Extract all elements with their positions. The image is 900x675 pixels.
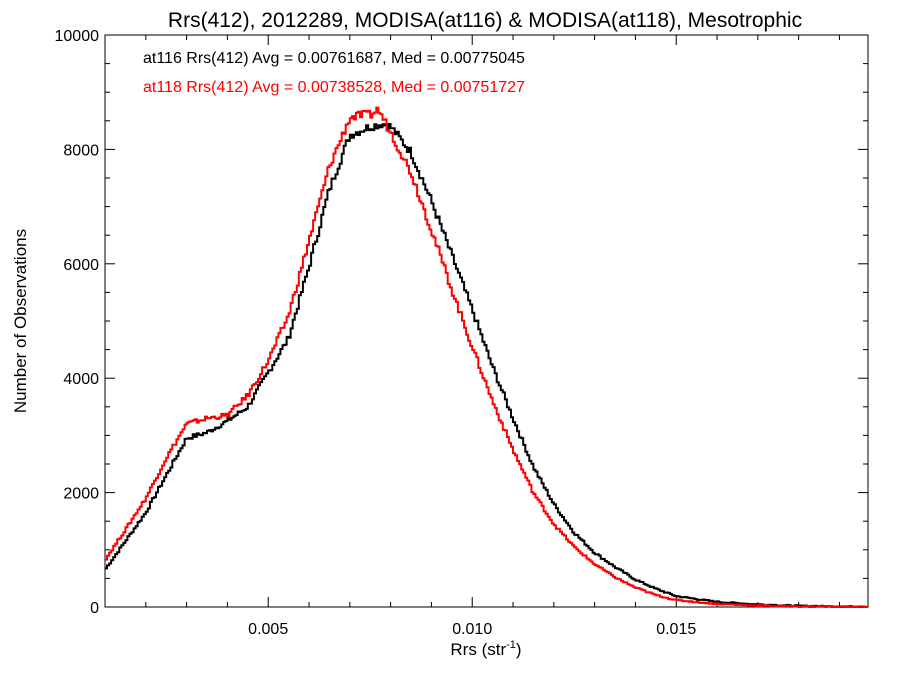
y-tick-label: 0 bbox=[90, 600, 99, 617]
y-tick-label: 10000 bbox=[55, 28, 100, 45]
series-layer bbox=[105, 106, 868, 608]
chart-title: Rrs(412), 2012289, MODISA(at116) & MODIS… bbox=[168, 9, 802, 32]
plot-frame bbox=[104, 34, 869, 608]
y-tick-label: 2000 bbox=[63, 486, 99, 503]
x-tick-label: 0.015 bbox=[656, 621, 696, 638]
annotation-at116-stats: at116 Rrs(412) Avg = 0.00761687, Med = 0… bbox=[143, 50, 525, 67]
axis-tick-labels: 0 2000 4000 6000 8000 10000 0.005 0.010 0.015 bbox=[55, 28, 697, 638]
x-tick-label: 0.010 bbox=[452, 621, 492, 638]
y-tick-label: 4000 bbox=[63, 371, 99, 388]
series-line-at116 bbox=[105, 123, 868, 608]
series-line-at118 bbox=[105, 106, 868, 608]
x-axis-label: Rrs (str-1) bbox=[450, 639, 521, 659]
x-tick-label: 0.005 bbox=[248, 621, 288, 638]
y-tick-label: 6000 bbox=[63, 257, 99, 274]
x-axis-label-superscript: -1 bbox=[506, 639, 516, 651]
y-tick-label: 8000 bbox=[63, 142, 99, 159]
axis-ticks bbox=[104, 34, 868, 608]
annotation-at118-stats: at118 Rrs(412) Avg = 0.00738528, Med = 0… bbox=[143, 79, 525, 96]
y-axis-label: Number of Observations bbox=[11, 229, 30, 413]
